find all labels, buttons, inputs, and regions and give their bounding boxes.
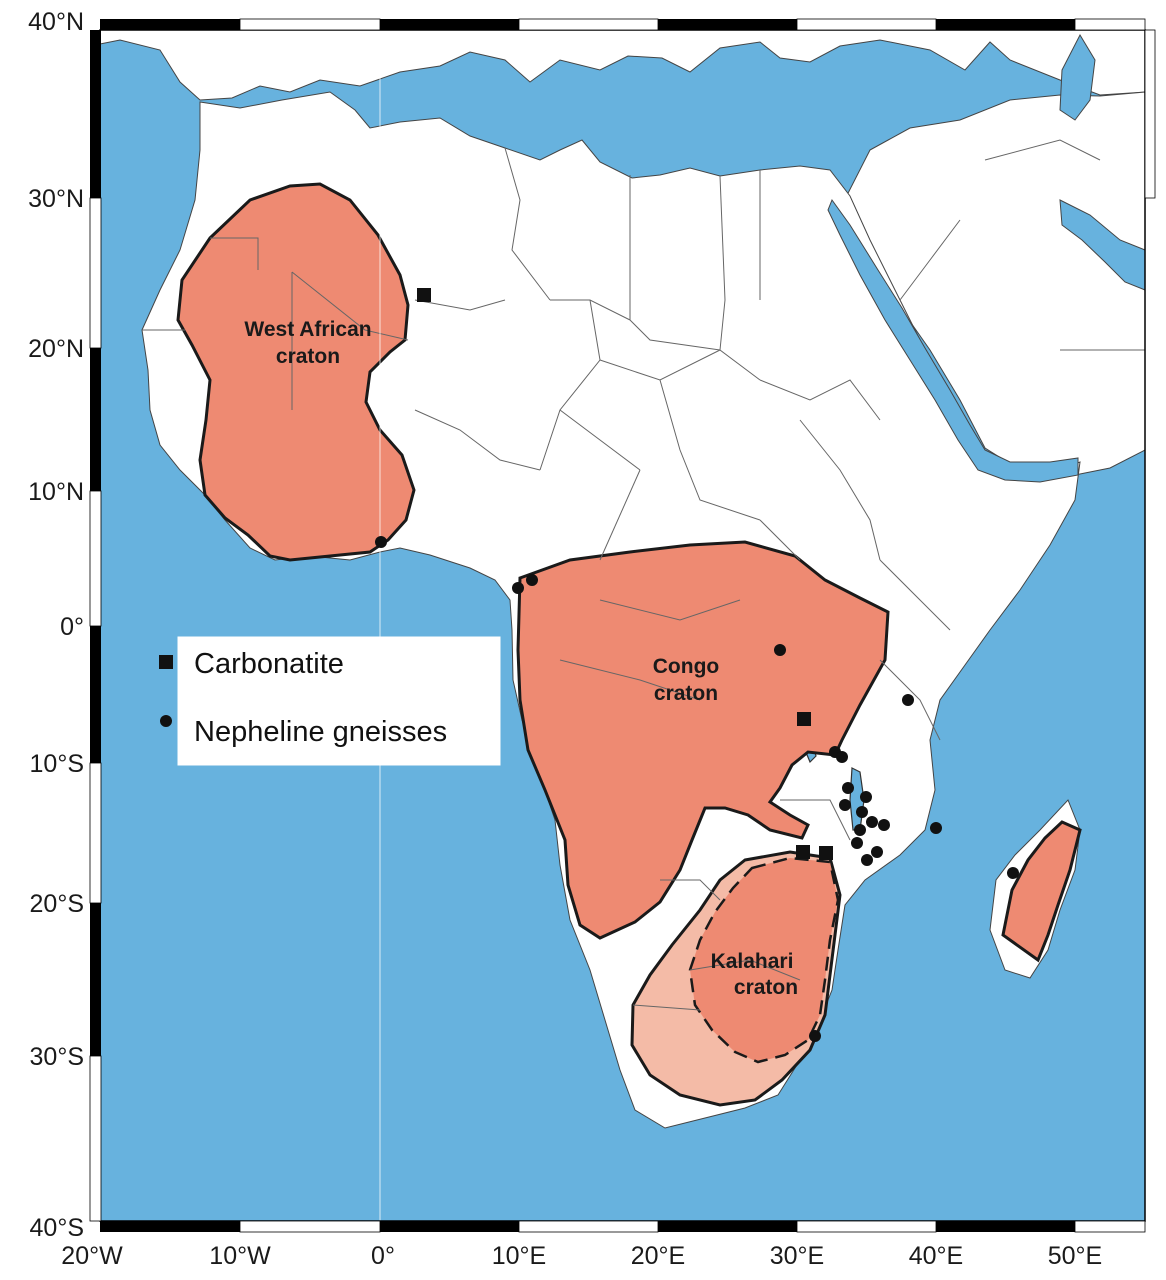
lon-label: 50°E: [1048, 1242, 1102, 1270]
legend-carbonatite-symbol: [159, 655, 173, 669]
lat-label: 30°S: [30, 1043, 84, 1071]
kalahari-craton-inner: [688, 856, 840, 1064]
map-frame: [89, 18, 1156, 1233]
nepheline-gneiss-marker: [851, 837, 863, 849]
west-african-craton-label-line2: craton: [276, 345, 340, 368]
lat-label: 20°S: [30, 890, 84, 918]
lat-label: 10°S: [30, 750, 84, 778]
carbonatite-marker: [819, 846, 833, 860]
lat-label: 10°N: [28, 478, 84, 506]
craton-labels: West African craton Congo craton Kalahar…: [244, 318, 798, 999]
nepheline-gneiss-marker: [854, 824, 866, 836]
lon-label: 40°E: [909, 1242, 963, 1270]
nepheline-gneiss-marker: [930, 822, 942, 834]
nepheline-gneiss-markers: [375, 536, 1019, 1042]
congo-craton: [516, 540, 890, 940]
nepheline-gneiss-marker: [836, 751, 848, 763]
nepheline-gneiss-marker: [871, 846, 883, 858]
nepheline-gneiss-marker: [1007, 867, 1019, 879]
legend-carbonatite-label: Carbonatite: [194, 648, 344, 680]
lat-label: 0°: [60, 613, 84, 641]
caspian-sea: [1059, 33, 1096, 121]
nepheline-gneiss-marker: [526, 574, 538, 586]
congo-craton-label-line1: Congo: [653, 655, 719, 678]
lon-label: 10°W: [209, 1242, 271, 1270]
lon-label: 20°W: [61, 1242, 123, 1270]
lat-label: 40°S: [30, 1214, 84, 1242]
nepheline-gneiss-marker: [902, 694, 914, 706]
legend-nepheline-label: Nepheline gneisses: [194, 716, 447, 748]
nepheline-gneiss-marker: [512, 582, 524, 594]
west-african-craton: [176, 182, 416, 562]
legend-nepheline-symbol: [160, 715, 172, 727]
nepheline-gneiss-marker: [856, 806, 868, 818]
lon-label: 0°: [371, 1242, 395, 1270]
west-african-craton-label-line1: West African: [244, 318, 371, 341]
carbonatite-markers: [417, 288, 833, 860]
lon-label: 30°E: [770, 1242, 824, 1270]
lat-label: 40°N: [28, 8, 84, 36]
lon-label: 20°E: [631, 1242, 685, 1270]
carbonatite-marker: [797, 712, 811, 726]
legend: Carbonatite Nepheline gneisses: [159, 636, 501, 766]
nepheline-gneiss-marker: [861, 854, 873, 866]
persian-gulf: [1059, 199, 1146, 291]
congo-craton-label-line2: craton: [654, 682, 718, 705]
europe-land: [99, 29, 1146, 101]
madagascar-craton: [1001, 820, 1082, 963]
lat-label: 30°N: [28, 185, 84, 213]
nepheline-gneiss-marker: [809, 1030, 821, 1042]
lat-label: 20°N: [28, 335, 84, 363]
red-sea: [827, 198, 1079, 483]
legend-box: [177, 636, 501, 766]
nepheline-gneiss-marker: [375, 536, 387, 548]
nepheline-gneiss-marker: [860, 791, 872, 803]
nepheline-gneiss-marker: [774, 644, 786, 656]
longitude-labels: 20°W 10°W 0° 10°E 20°E 30°E 40°E 50°E: [61, 1242, 1102, 1270]
nepheline-gneiss-marker: [866, 816, 878, 828]
kalahari-craton-label-line2: craton: [734, 976, 798, 999]
latitude-labels: 40°N 30°N 20°N 10°N 0° 10°S 20°S 30°S 40…: [28, 8, 84, 1242]
nepheline-gneiss-marker: [839, 799, 851, 811]
country-borders: [142, 139, 1145, 1011]
carbonatite-marker: [796, 845, 810, 859]
kalahari-craton-label-line1: Kalahari: [711, 950, 794, 973]
nepheline-gneiss-marker: [842, 782, 854, 794]
lon-label: 10°E: [492, 1242, 546, 1270]
nepheline-gneiss-marker: [878, 819, 890, 831]
carbonatite-marker: [417, 288, 431, 302]
